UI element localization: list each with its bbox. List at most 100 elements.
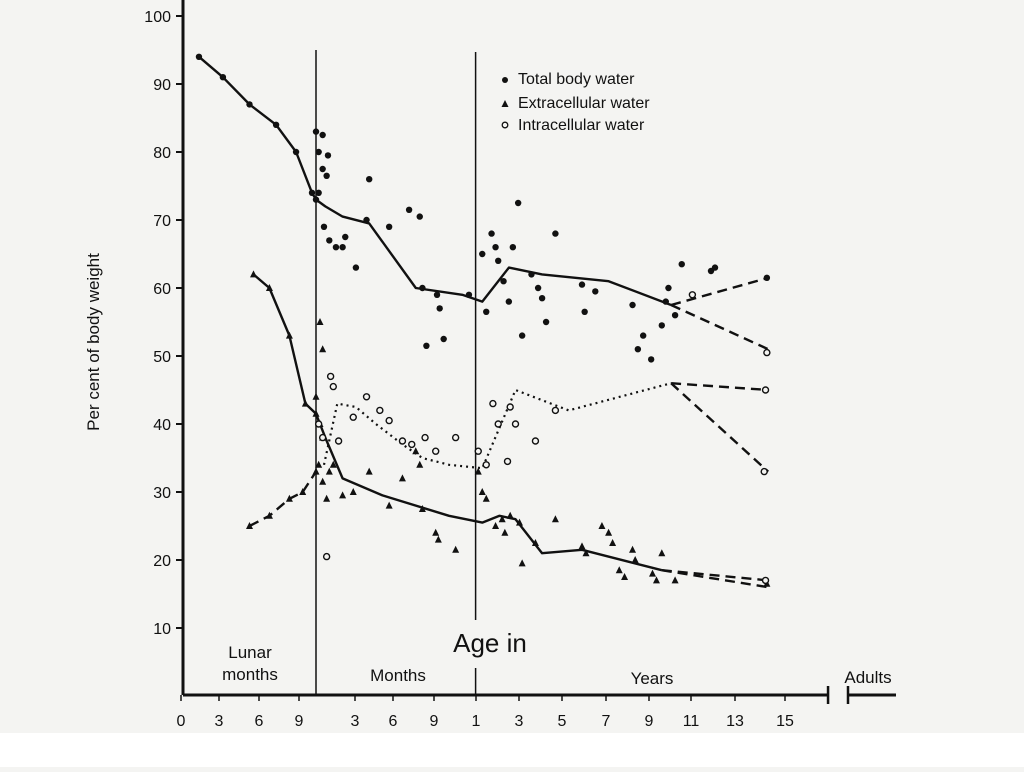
point-extracellular-water — [349, 488, 357, 495]
point-intracellular-water — [451, 433, 460, 442]
point-total-body-water — [366, 176, 373, 183]
y-tick-label: 30 — [153, 485, 171, 502]
point-intracellular-water — [322, 552, 331, 561]
region-label-years: Years — [631, 669, 674, 688]
line-intracellular-water-dotted — [322, 382, 672, 470]
x-tick-label: 3 — [215, 713, 224, 730]
x-tick-label: 0 — [177, 713, 186, 730]
legend-marker-filled-circle — [502, 77, 508, 83]
point-intracellular-water — [763, 348, 771, 357]
point-intracellular-water — [511, 420, 520, 428]
point-intracellular-water — [246, 522, 253, 529]
point-total-body-water — [763, 274, 771, 281]
point-extracellular-water — [319, 477, 327, 485]
point-total-body-water — [465, 291, 473, 298]
point-intracellular-water — [314, 420, 323, 428]
point-intracellular-water — [334, 437, 343, 445]
point-extracellular-water — [312, 392, 320, 400]
y-tick-label: 10 — [153, 621, 171, 638]
point-intracellular-water — [506, 403, 514, 411]
point-extracellular-water — [412, 447, 420, 455]
legend-label: Extracellular water — [518, 95, 650, 112]
point-extracellular-water — [648, 569, 656, 577]
point-total-body-water — [542, 318, 550, 326]
point-intracellular-water — [474, 447, 482, 455]
point-total-body-water — [440, 335, 447, 343]
point-extracellular-water — [385, 501, 393, 509]
region-label-months: Months — [370, 666, 426, 685]
point-extracellular-water — [474, 467, 482, 475]
point-total-body-water — [639, 332, 647, 339]
point-total-body-water — [495, 257, 502, 264]
y-tick-label: 80 — [153, 145, 171, 162]
y-tick-label: 90 — [153, 77, 171, 94]
point-total-body-water — [312, 196, 320, 203]
point-extracellular-water — [316, 318, 324, 325]
point-intracellular-water — [318, 433, 327, 442]
point-intracellular-water — [760, 467, 768, 476]
legend-marker-triangle — [501, 100, 509, 107]
point-total-body-water — [538, 295, 546, 302]
x-tick-label: 6 — [255, 713, 264, 730]
point-total-body-water — [319, 131, 326, 139]
x-tick-label: 11 — [683, 713, 700, 730]
point-total-body-water — [363, 216, 370, 224]
point-extracellular-water — [452, 545, 460, 553]
point-total-body-water — [483, 308, 490, 315]
region-label-adults: Adults — [844, 668, 891, 687]
point-extracellular-water — [492, 522, 500, 529]
point-total-body-water — [324, 152, 332, 159]
point-total-body-water — [534, 284, 542, 292]
point-total-body-water — [315, 189, 322, 196]
point-intracellular-water — [299, 488, 307, 495]
point-total-body-water — [312, 128, 320, 135]
series-lines-group — [198, 55, 770, 589]
point-total-body-water — [552, 230, 559, 237]
point-total-body-water — [509, 244, 517, 251]
point-intracellular-water — [312, 467, 320, 475]
point-intracellular-water — [482, 461, 490, 469]
point-total-body-water — [272, 121, 280, 128]
point-extracellular-water — [498, 515, 506, 523]
y-tick-label: 50 — [153, 349, 171, 366]
point-extracellular-water — [582, 549, 590, 557]
line-total-body-water-dashed — [670, 276, 769, 307]
point-total-body-water — [662, 298, 669, 305]
point-total-body-water — [528, 271, 535, 278]
y-tick-label: 20 — [153, 553, 171, 570]
point-total-body-water — [405, 206, 413, 213]
point-total-body-water — [332, 244, 340, 251]
point-total-body-water — [581, 308, 588, 315]
point-extracellular-water — [605, 528, 613, 536]
point-extracellular-water — [631, 556, 639, 563]
point-total-body-water — [416, 213, 423, 220]
point-intracellular-water — [688, 291, 697, 299]
point-extracellular-water — [531, 539, 539, 546]
point-extracellular-water — [365, 467, 373, 475]
point-extracellular-water — [609, 539, 617, 546]
point-intracellular-water — [398, 437, 407, 445]
point-extracellular-water — [478, 488, 486, 495]
point-total-body-water — [634, 346, 642, 353]
point-intracellular-water — [362, 393, 371, 401]
y-axis-label: Per cent of body weight — [84, 253, 103, 431]
line-extracellular-water-solid — [252, 273, 663, 572]
point-total-body-water — [342, 233, 349, 241]
point-extracellular-water — [416, 460, 424, 468]
x-tick-label: 9 — [295, 713, 304, 730]
point-total-body-water — [315, 148, 322, 156]
line-total-body-water-solid — [198, 55, 672, 307]
x-tick-label: 3 — [351, 713, 360, 730]
point-total-body-water — [665, 284, 672, 292]
x-axis-label: Age in — [453, 628, 527, 658]
point-intracellular-water — [421, 433, 429, 442]
y-tick-label: 40 — [153, 417, 171, 434]
point-total-body-water — [323, 172, 330, 179]
x-tick-label: 7 — [602, 713, 611, 730]
point-extracellular-water — [598, 522, 606, 529]
point-extracellular-water — [621, 573, 629, 580]
line-extracellular-water-dashed — [661, 569, 769, 589]
point-extracellular-water — [312, 409, 320, 417]
